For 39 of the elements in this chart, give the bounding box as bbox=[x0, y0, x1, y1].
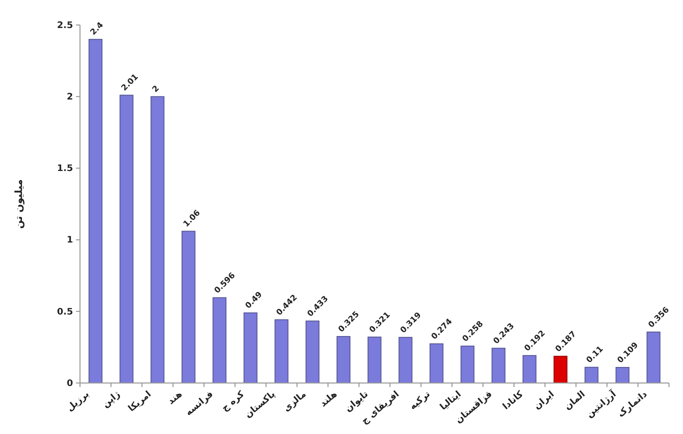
y-tick-label: 0 bbox=[66, 378, 73, 389]
bar bbox=[368, 336, 382, 384]
x-tick-label: ترکیه bbox=[408, 390, 432, 412]
bar bbox=[336, 336, 350, 384]
bar bbox=[182, 230, 196, 384]
data-label: 2 bbox=[150, 84, 161, 94]
x-tick-label: مالزی bbox=[282, 390, 308, 414]
bar bbox=[554, 356, 568, 384]
x-tick-label: هند bbox=[166, 390, 184, 408]
y-tick-label: 1 bbox=[66, 236, 73, 246]
y-tick-label: 2 bbox=[66, 92, 73, 102]
bar bbox=[150, 96, 164, 384]
bar bbox=[212, 297, 226, 384]
y-tick-label: 1.5 bbox=[57, 164, 73, 174]
x-tick-label: برزیل bbox=[65, 390, 92, 414]
bar bbox=[584, 366, 598, 384]
x-tick-label: ژاپن bbox=[100, 390, 122, 410]
bar bbox=[274, 319, 288, 384]
x-tick-label: فرانسه bbox=[184, 390, 216, 418]
data-label: 2.4 bbox=[88, 20, 106, 37]
bar bbox=[492, 348, 506, 384]
bar bbox=[398, 336, 412, 384]
x-tick-label: امریکا bbox=[126, 390, 154, 414]
x-tick-label: هلند bbox=[318, 390, 340, 410]
y-axis-title: میلیون تن bbox=[14, 179, 25, 229]
bar bbox=[430, 343, 444, 384]
bar bbox=[120, 94, 134, 384]
bar bbox=[460, 346, 474, 384]
y-tick-label: 2.5 bbox=[57, 20, 73, 31]
x-tick-label: تایوان bbox=[344, 390, 370, 414]
bar bbox=[616, 366, 630, 384]
bar bbox=[244, 312, 258, 384]
x-tick-label: کانادا bbox=[501, 389, 526, 412]
bar bbox=[306, 320, 320, 384]
x-tick-label: ایران bbox=[532, 390, 556, 412]
bar bbox=[522, 355, 536, 384]
y-tick-label: 0.5 bbox=[57, 307, 73, 318]
bar bbox=[88, 38, 102, 384]
bar bbox=[646, 332, 660, 384]
